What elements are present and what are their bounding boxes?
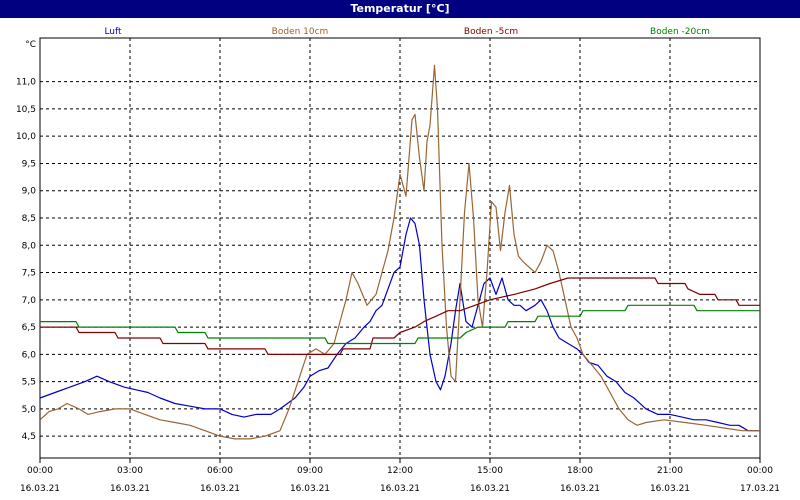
x-tick-date-label: 16.03.21 [110,484,150,494]
y-tick-label: 9,0 [22,187,37,197]
x-tick-time-label: 09:00 [297,466,323,476]
x-tick-date-label: 16.03.21 [200,484,240,494]
y-tick-label: 4,5 [22,432,36,442]
y-tick-label: 5,0 [22,405,37,415]
plot-frame [39,37,761,459]
temperature-chart: Luft Boden 10cm Boden -5cm Boden -20cm 4,5 5… [16,27,780,494]
x-tick-time-label: 21:00 [657,466,683,476]
series-line [39,217,760,432]
x-tick-date-label: 16.03.21 [380,484,420,494]
series-line [40,304,760,345]
y-tick-label: 10,0 [16,132,36,142]
y-tick-label: 10,5 [16,105,36,115]
legend-entry: Boden -5cm [464,27,518,37]
y-tick-label: 5,5 [22,378,36,388]
x-tick-date-label: 16.03.21 [650,484,690,494]
series-lines [39,64,760,440]
x-tick-time-label: 18:00 [567,466,593,476]
y-tick-label: 7,5 [22,269,36,279]
y-tick-label: 6,5 [22,323,36,333]
x-tick-date-label: 16.03.21 [560,484,600,494]
x-tick-date-label: 16.03.21 [20,484,60,494]
x-tick-time-label: 00:00 [27,466,53,476]
legend: Luft Boden 10cm Boden -5cm Boden -20cm [104,27,710,37]
x-tick-time-label: 15:00 [477,466,503,476]
x-tick-time-label: 03:00 [117,466,143,476]
x-tick-time-label: 06:00 [207,466,233,476]
x-tick-date-label: 16.03.21 [290,484,330,494]
y-unit-label: °C [25,40,36,50]
y-tick-label: 8,0 [22,241,37,251]
axes: 4,5 5,0 5,5 6,0 6,5 7,0 7,5 8,0 8,5 9,0 9,5 10,0 10,… [16,37,780,494]
y-tick-label: 8,5 [22,214,36,224]
x-tick-time-label: 00:00 [747,466,773,476]
y-tick-label: 6,0 [22,350,37,360]
grid [40,38,760,458]
x-tick-date-label: 16.03.21 [470,484,510,494]
series-line [39,64,760,440]
x-tick-time-label: 12:00 [387,466,413,476]
y-tick-label: 9,5 [22,159,36,169]
y-tick-label: 7,0 [22,296,37,306]
legend-entry: Boden -20cm [650,27,710,37]
y-tick-label: 11,0 [16,78,36,88]
series-line [40,277,760,355]
legend-entry: Boden 10cm [272,27,329,37]
x-tick-date-label: 17.03.21 [740,484,780,494]
legend-entry: Luft [104,27,122,37]
chart-title: Temperatur [°C] [0,0,800,18]
